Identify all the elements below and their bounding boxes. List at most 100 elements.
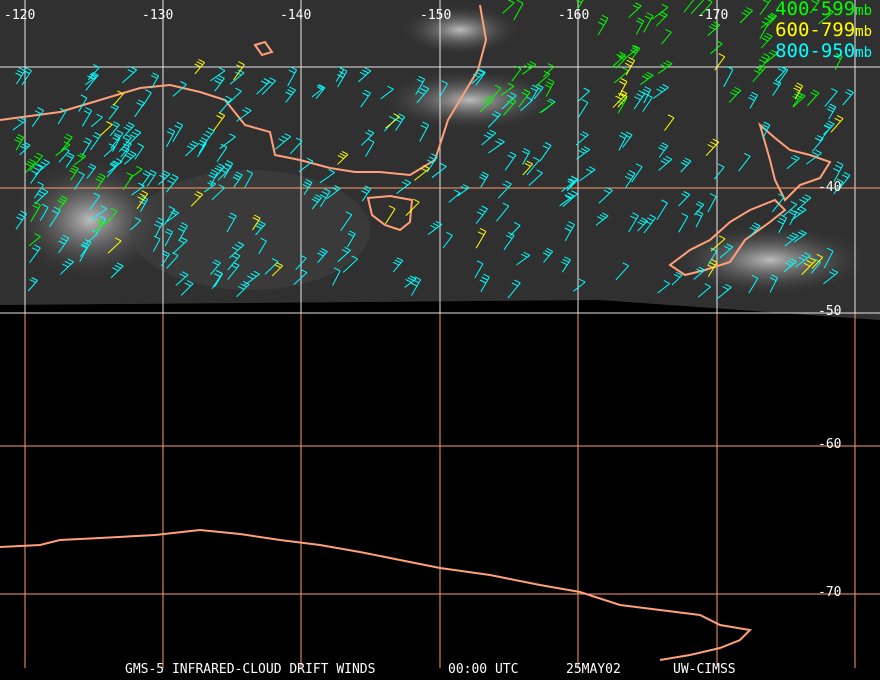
wind-barb: [792, 92, 806, 108]
wind-barb: [690, 0, 704, 15]
wind-barb: [643, 12, 654, 33]
wind-barb: [823, 120, 835, 136]
wind-barb: [699, 0, 713, 16]
wind-barb: [357, 67, 372, 83]
wind-barb: [710, 40, 723, 55]
wind-barb: [642, 93, 653, 112]
wind-barb: [823, 268, 839, 285]
wind-barb: [640, 71, 654, 85]
wind-barb: [475, 227, 487, 249]
wind-barb: [811, 258, 821, 274]
wind-barb: [236, 107, 252, 122]
wind-barb: [142, 89, 152, 107]
lon-label: -160: [558, 8, 590, 23]
coastlines: [0, 4, 832, 661]
product-name: GMS-5 INFRARED-CLOUD DRIFT WINDS: [125, 662, 376, 677]
lat-label: -60: [818, 437, 842, 452]
wind-barb: [539, 99, 554, 114]
wind-barb: [326, 184, 341, 200]
wind-barb: [119, 146, 130, 164]
date-label: 25MAY02: [566, 662, 621, 677]
wind-barb: [105, 207, 118, 225]
wind-barb: [539, 142, 552, 162]
wind-barb: [635, 17, 645, 35]
wind-barb: [30, 163, 43, 184]
wind-barb: [172, 121, 184, 142]
wind-barb: [637, 217, 648, 232]
wind-barb: [214, 163, 225, 178]
wind-barb: [728, 86, 742, 103]
wind-barb: [210, 67, 226, 82]
wind-barb: [392, 257, 404, 273]
tasmania-coast: [366, 194, 414, 232]
wind-barb: [579, 166, 596, 182]
wind-barb: [834, 53, 843, 70]
wind-barb: [622, 131, 633, 148]
wind-barb: [12, 117, 27, 131]
wind-barb: [707, 247, 718, 266]
lat-label: -40: [818, 180, 842, 195]
new-zealand-north-coast: [758, 122, 832, 202]
wind-barb: [522, 148, 531, 165]
wind-barb: [127, 129, 142, 146]
wind-barb: [129, 165, 143, 180]
wind-barb: [79, 243, 89, 262]
wind-barb: [134, 143, 145, 160]
wind-barb: [95, 173, 106, 190]
wind-barb: [154, 217, 165, 238]
wind-barb: [166, 209, 180, 222]
wind-barb: [164, 228, 174, 247]
wind-barb: [198, 137, 208, 154]
wind-barb: [651, 3, 669, 20]
wind-barb: [678, 191, 691, 207]
wind-barb: [758, 53, 771, 72]
wind-barb: [58, 234, 70, 254]
wind-barb: [507, 279, 521, 299]
wind-barb: [347, 230, 356, 248]
wind-barb: [85, 71, 99, 85]
wind-barb: [655, 11, 668, 27]
wind-barb: [232, 171, 243, 188]
lon-label: -150: [420, 8, 452, 23]
wind-barb: [55, 141, 71, 157]
wind-barb: [504, 151, 517, 171]
wind-barb: [177, 222, 188, 241]
wind-barb: [258, 237, 267, 255]
wind-barb: [39, 203, 49, 221]
lon-label: -130: [142, 8, 174, 23]
wind-barb: [502, 0, 515, 14]
wind-barb: [842, 89, 854, 106]
wind-barb: [652, 84, 669, 99]
wind-barb: [431, 163, 447, 179]
wind-barb: [166, 252, 179, 269]
wind-barb: [511, 65, 522, 82]
wind-barb: [578, 99, 589, 118]
wind-barb: [57, 195, 68, 211]
wind-barb: [598, 187, 613, 204]
lon-label: -120: [4, 8, 36, 23]
wind-barb: [624, 56, 636, 76]
wind-barb: [97, 215, 107, 232]
wind-barb: [175, 271, 189, 286]
wind-barb: [801, 257, 816, 275]
wind-barb: [772, 79, 782, 96]
wind-barb: [274, 133, 292, 150]
lon-label: -140: [280, 8, 312, 23]
wind-barb: [337, 246, 351, 263]
wind-barb: [90, 132, 102, 151]
wind-barb: [710, 235, 726, 252]
wind-barb: [233, 61, 245, 81]
wind-barb: [332, 267, 341, 286]
wind-barb: [405, 198, 420, 217]
wind-barb: [614, 67, 629, 84]
wind-barb: [100, 121, 113, 136]
wind-barb: [809, 0, 820, 14]
wind-barb: [474, 260, 484, 279]
wind-barb: [81, 137, 92, 157]
wind-barb: [617, 92, 628, 108]
wind-barb: [302, 179, 313, 195]
wind-barb: [228, 241, 245, 259]
wind-barb: [78, 94, 88, 112]
wind-barb: [707, 193, 717, 213]
